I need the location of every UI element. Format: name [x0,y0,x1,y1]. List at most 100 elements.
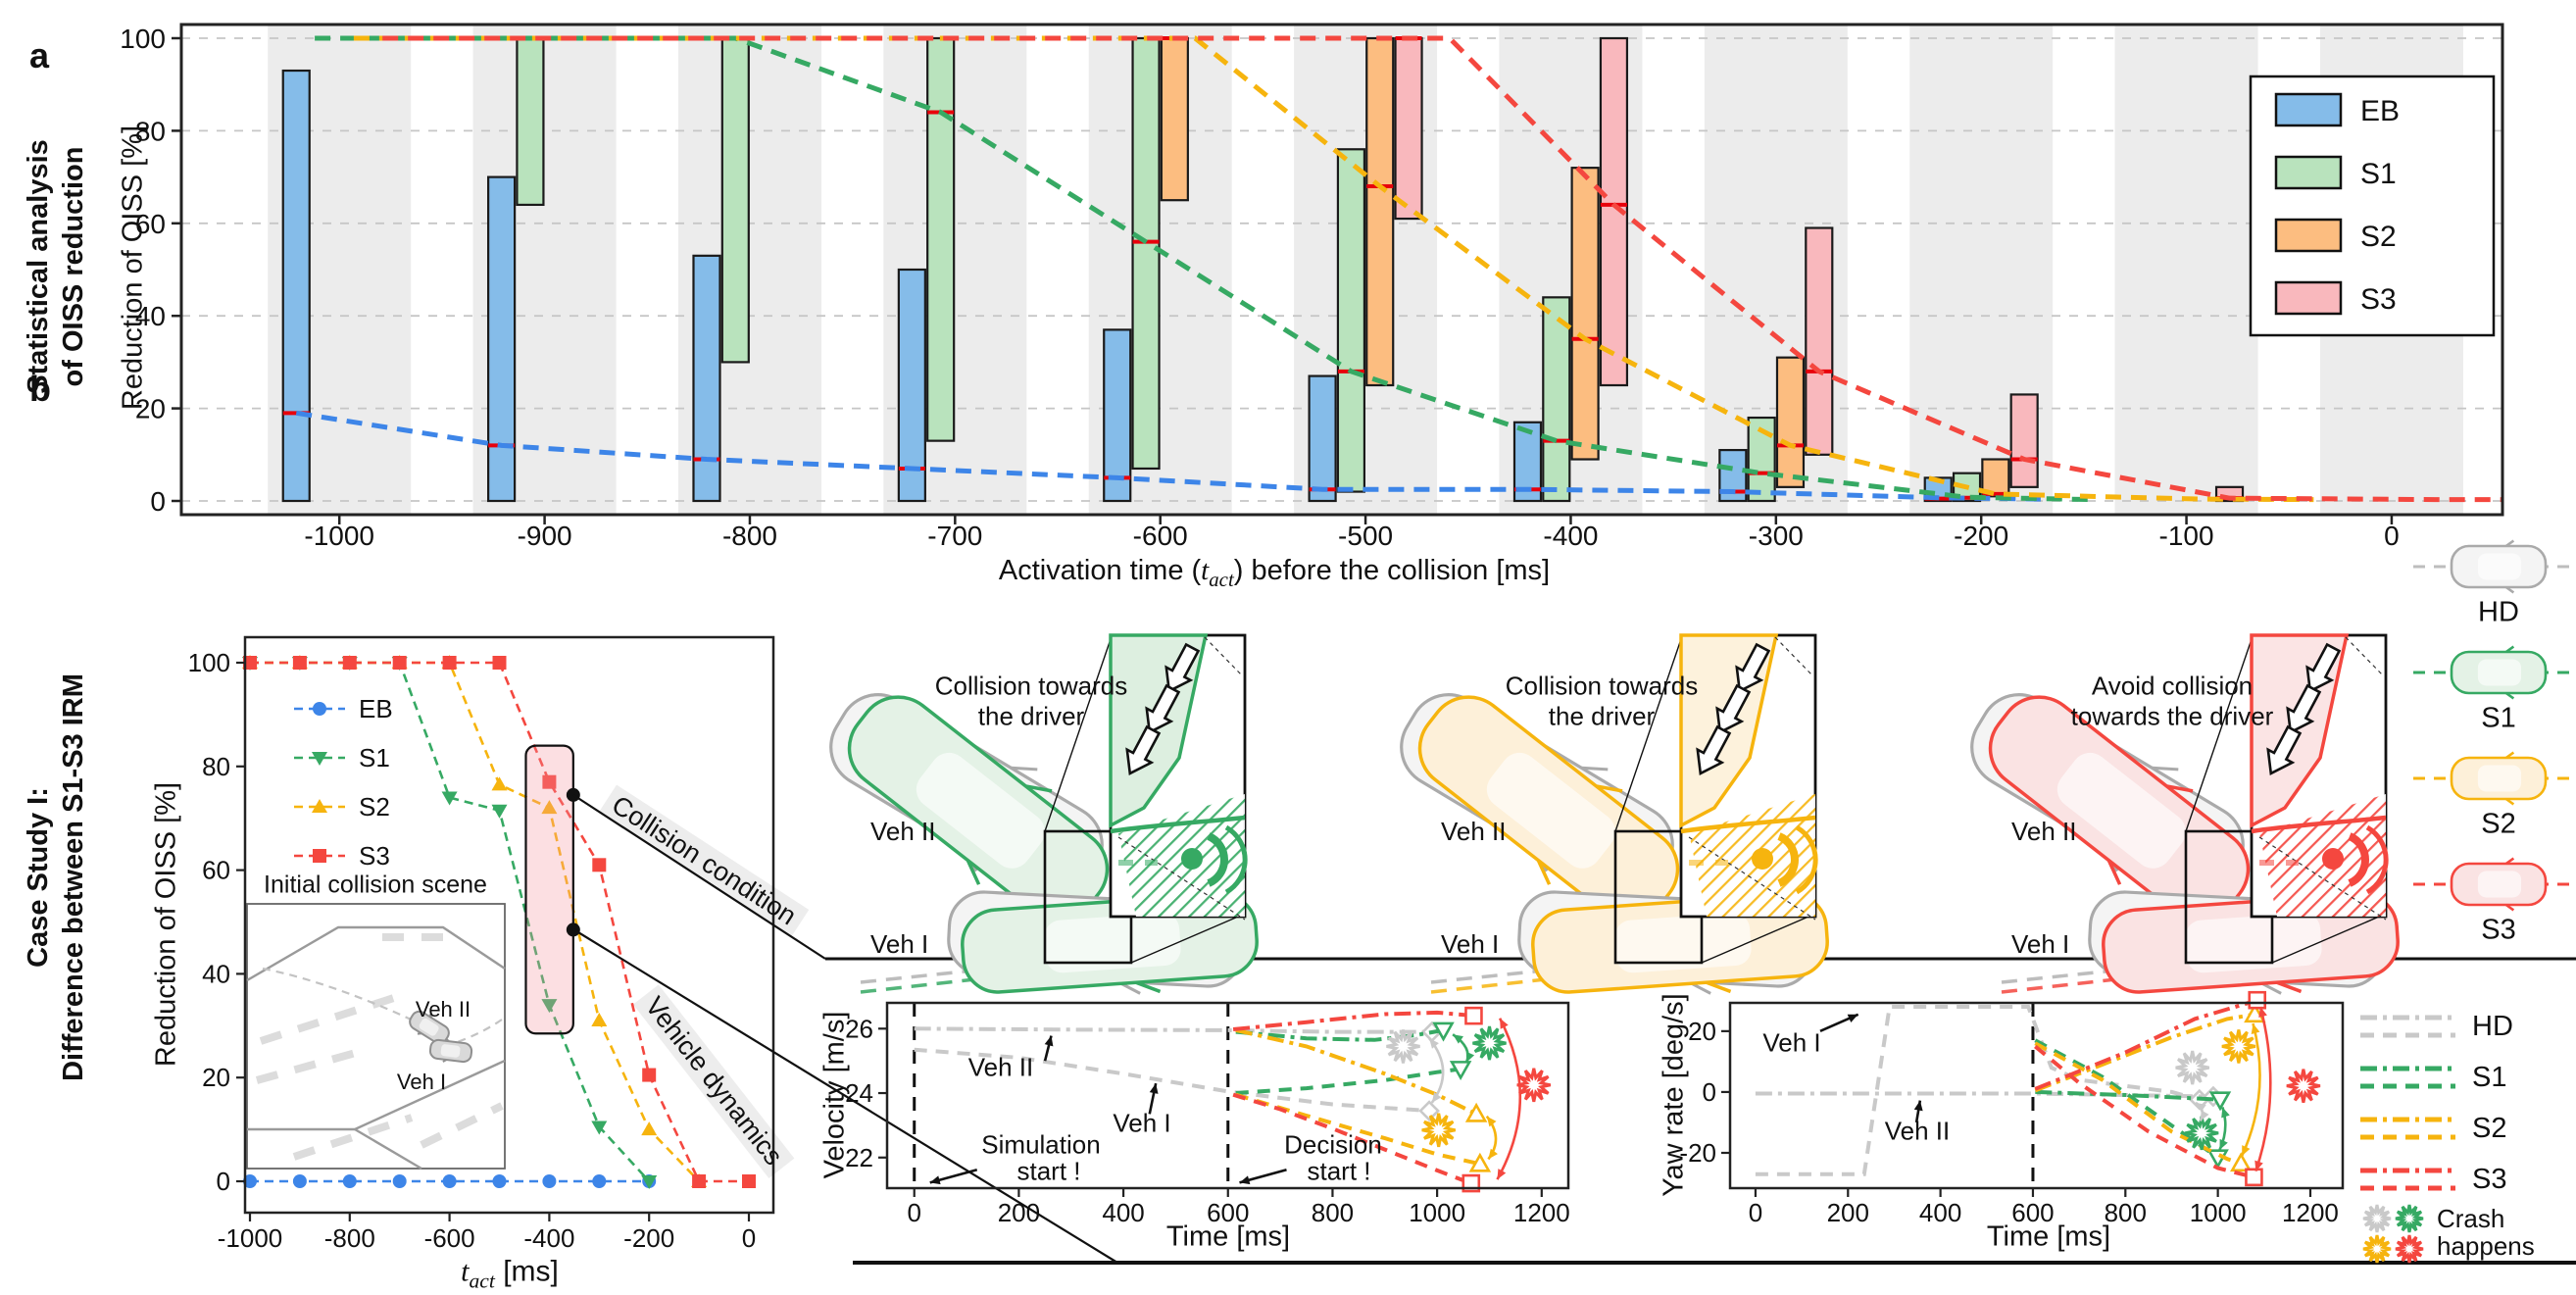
svg-text:S1: S1 [2360,158,2397,190]
scenario1-title-line2: the driver [977,701,1085,731]
svg-text:0: 0 [742,1223,756,1253]
svg-text:200: 200 [1827,1198,1869,1227]
initial-collision-scene-inset [246,903,506,1170]
panel-b-letter: b [29,369,51,409]
car-icon [428,1037,473,1064]
svg-text:80: 80 [135,116,166,146]
panel-a-side-label: Statistical analysis of OISS reduction [23,139,89,394]
scenario-diagram-1 [829,633,1259,995]
svg-text:-300: -300 [1749,521,1804,551]
svg-text:100: 100 [120,24,166,54]
svg-text:-800: -800 [324,1223,375,1253]
simulation-start-line1: Simulation [981,1129,1101,1160]
inset-veh2-label: Veh II [415,997,471,1021]
car-icon [2450,857,2548,912]
legend-mid-s1-label: S1 [2481,702,2516,734]
svg-text:20: 20 [1688,1017,1716,1046]
svg-text:100: 100 [188,648,230,677]
scenario1-title-line1: Collision towards [934,671,1128,701]
svg-text:60: 60 [202,856,230,885]
svg-text:1000: 1000 [1409,1198,1465,1227]
legend-bottom [2360,1015,2455,1264]
panel-b-side-label: Case Study I: Difference between S1-S3 IR… [23,673,89,1081]
svg-text:80: 80 [202,752,230,781]
car-icon [2450,645,2548,700]
svg-text:S3: S3 [2360,283,2397,316]
svg-text:22: 22 [845,1143,873,1172]
svg-text:-400: -400 [523,1223,574,1253]
decision-start-line2: start ! [1307,1156,1371,1186]
inset-title: Initial collision scene [264,871,487,899]
svg-text:-1000: -1000 [218,1223,283,1253]
svg-text:24: 24 [845,1078,873,1108]
panel-a-ylabel: Reduction of OISS [%] [117,125,149,411]
svg-text:0: 0 [217,1167,230,1196]
yaw-xlabel: Time [ms] [1986,1220,2111,1253]
scenario3-veh1-label: Veh I [2011,929,2070,959]
svg-text:S1: S1 [359,743,390,772]
svg-text:600: 600 [1207,1198,1249,1227]
yaw-veh1-label: Veh I [1762,1027,1821,1058]
panel-b-xlabel: tact [ms] [461,1255,559,1293]
scenario-diagram-3 [1970,633,2400,995]
legend-bottom-s2-label: S2 [2472,1113,2507,1144]
svg-text:0: 0 [150,486,166,517]
svg-text:1000: 1000 [2190,1198,2247,1227]
svg-text:800: 800 [1312,1198,1354,1227]
svg-text:-200: -200 [1954,521,2008,551]
car-icon [2450,751,2548,806]
svg-text:800: 800 [2105,1198,2147,1227]
panel-a-xlabel: Activation time (tact) before the collis… [998,555,1551,591]
legend-mid-cars [2413,539,2574,912]
svg-text:600: 600 [2011,1198,2054,1227]
legend-mid-hd-label: HD [2478,596,2519,628]
svg-text:26: 26 [845,1014,873,1043]
svg-text:-600: -600 [424,1223,475,1253]
panel-b-ylabel: Reduction of OISS [%] [150,781,182,1068]
svg-text:-400: -400 [1543,521,1598,551]
scenario1-veh2-label: Veh II [870,817,936,846]
svg-text:S3: S3 [359,841,390,871]
velocity-chart: 0 200 400 600 800 1000 1200 22 24 26 [845,1001,1570,1227]
simulation-start-line2: start ! [1016,1156,1081,1186]
scenario2-title-line1: Collision towards [1505,671,1699,701]
svg-text:-1000: -1000 [304,521,374,551]
svg-text:EB: EB [2360,95,2400,127]
svg-text:-500: -500 [1338,521,1393,551]
svg-text:S2: S2 [359,792,390,822]
decision-start-line1: Decision [1284,1129,1382,1160]
svg-text:-800: -800 [722,521,777,551]
svg-text:-20: -20 [1679,1138,1716,1168]
svg-text:-100: -100 [2159,521,2214,551]
svg-text:1200: 1200 [1513,1198,1570,1227]
velocity-ylabel: Velocity [m/s] [818,1011,851,1179]
scenario3-veh2-label: Veh II [2011,817,2077,846]
velocity-xlabel: Time [ms] [1165,1220,1291,1253]
yaw-rate-chart: 0 200 400 600 800 1000 1200 -20 0 20 [1679,990,2345,1227]
scenario2-veh1-label: Veh I [1441,929,1500,959]
svg-text:0: 0 [2384,521,2400,551]
svg-text:60: 60 [135,209,166,239]
svg-text:20: 20 [135,394,166,424]
svg-text:20: 20 [202,1063,230,1092]
inset-veh1-label: Veh I [396,1070,447,1094]
svg-text:400: 400 [1919,1198,1961,1227]
svg-text:40: 40 [135,301,166,331]
car-icon [1988,695,2251,922]
legend-bottom-hd-label: HD [2472,1011,2513,1042]
car-icon [1531,886,1829,994]
svg-text:S2: S2 [2360,221,2397,253]
scenario1-veh1-label: Veh I [870,929,929,959]
car-icon [847,695,1110,922]
legend-bottom-s3-label: S3 [2472,1164,2507,1195]
velocity-veh1-label: Veh I [1113,1108,1171,1138]
svg-text:200: 200 [998,1198,1040,1227]
svg-text:1200: 1200 [2282,1198,2339,1227]
scenario-diagram-2 [1400,633,1829,995]
svg-text:0: 0 [1749,1198,1762,1227]
svg-text:-700: -700 [927,521,982,551]
panel-a-chart: -1000 -900 -800 -700 -600 -500 -400 -300 -200 -10… [120,23,2504,551]
car-icon [961,886,1259,994]
yaw-veh2-label: Veh II [1884,1116,1951,1146]
svg-text:0: 0 [1703,1077,1716,1107]
